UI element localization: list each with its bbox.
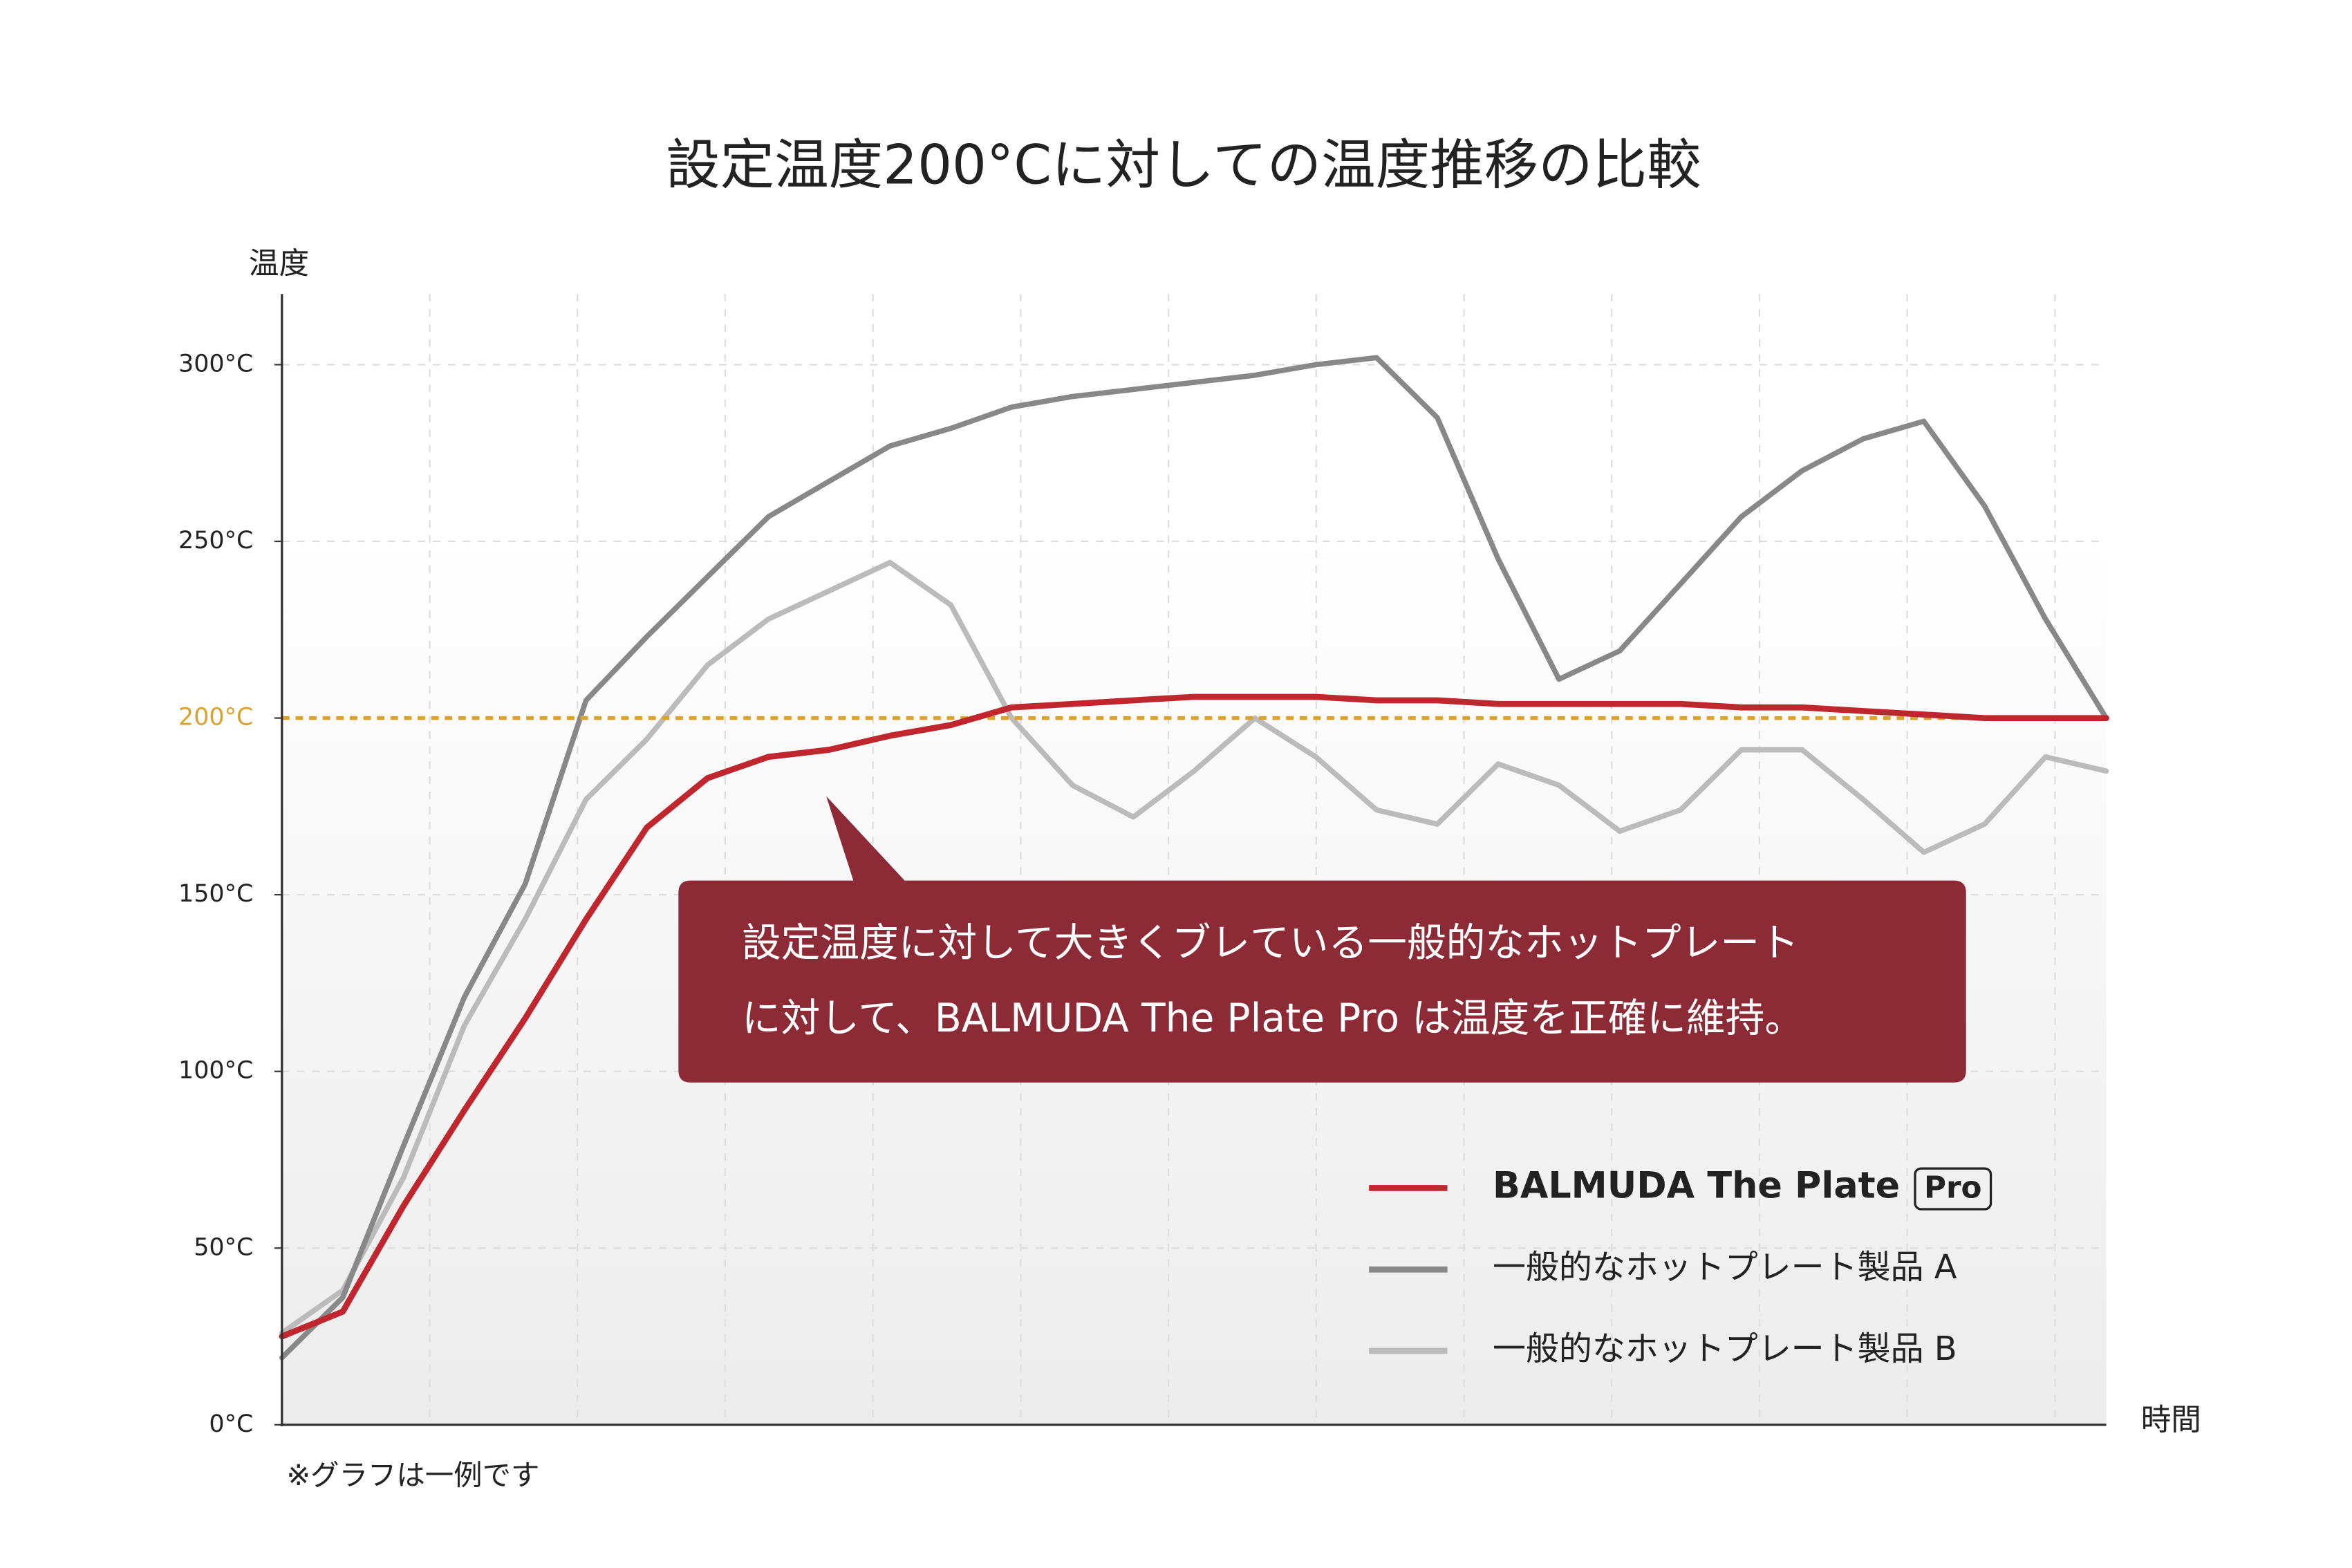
y-tick-label: 200°C: [178, 704, 253, 731]
y-tick-label: 100°C: [178, 1057, 253, 1085]
legend-badge-box: [1914, 1167, 1992, 1211]
y-tick-label: 150°C: [178, 880, 253, 908]
x-axis-label: 時間: [2141, 1403, 2201, 1437]
annotation: 設定温度に対して大きくブレている一般的なホットプレート に対して、BALMUDA…: [678, 796, 1966, 1083]
y-tick-label: 0°C: [209, 1410, 253, 1438]
annotation-text: 設定温度に対して大きくブレている一般的なホットプレート: [742, 920, 1799, 966]
legend-label: 一般的なホットプレート製品 B: [1493, 1329, 1957, 1368]
series-line: [279, 355, 2109, 1361]
annotation-box: [678, 796, 1966, 1083]
y-tick-label: 300°C: [178, 350, 253, 377]
legend-label: BALMUDA The Plate: [1493, 1164, 1900, 1206]
legend: BALMUDA The Plate Pro 一般的なホットプレート製品 A 一般的なホ…: [1369, 1164, 1992, 1368]
series-line: [279, 693, 2109, 1340]
footnote: ※グラフは一例です: [286, 1459, 539, 1492]
legend-badge: Pro: [1924, 1171, 1981, 1206]
legend-label: 一般的なホットプレート製品 A: [1493, 1248, 1957, 1287]
y-tick-label: 250°C: [178, 527, 253, 554]
y-axis-label: 温度: [249, 247, 309, 281]
series-line: [279, 559, 2109, 1336]
chart-title: 設定温度200°Cに対しての温度推移の比較: [666, 133, 1701, 197]
annotation-text: に対して、BALMUDA The Plate Pro は温度を正確に維持。: [742, 996, 1804, 1041]
y-tick-label: 50°C: [194, 1233, 253, 1261]
lines: [279, 355, 2109, 1361]
